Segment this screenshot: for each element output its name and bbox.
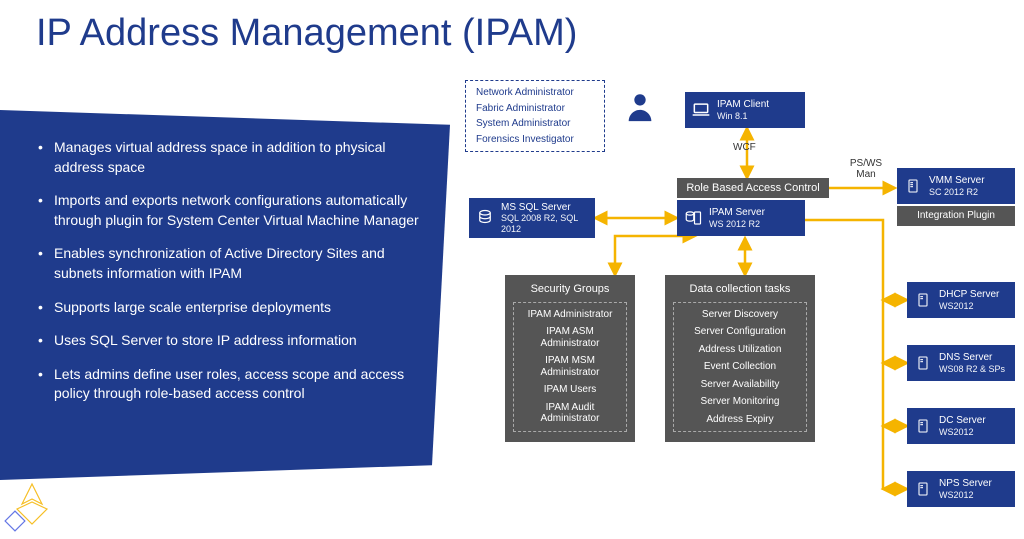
ipam-client-box: IPAM ClientWin 8.1 [685,92,805,128]
server-label: DC ServerWS2012 [939,415,986,437]
bullet-item: Lets admins define user roles, access sc… [38,365,420,404]
data-tasks-list: Server Discovery Server Configuration Ad… [673,302,807,433]
server-label: DNS ServerWS08 R2 & SPs [939,352,1005,374]
laptop-icon [691,100,711,120]
bullet-panel: Manages virtual address space in additio… [0,110,450,480]
bullet-item: Manages virtual address space in additio… [38,138,420,177]
bullet-item: Imports and exports network configuratio… [38,191,420,230]
client-label: IPAM ClientWin 8.1 [717,99,769,121]
dt-item: Server Availability [701,379,780,391]
server-icon [913,416,933,436]
role-item: Forensics Investigator [476,134,574,146]
watermark-logo-icon [2,474,62,534]
server-label: DHCP ServerWS2012 [939,289,999,311]
server-label: NPS ServerWS2012 [939,478,992,500]
role-item: System Administrator [476,118,570,130]
sg-item: IPAM MSM Administrator [522,355,618,378]
security-groups-header: Security Groups [531,283,610,296]
role-item: Fabric Administrator [476,103,565,115]
role-item: Network Administrator [476,87,574,99]
page-title: IP Address Management (IPAM) [0,0,1024,63]
security-groups-list: IPAM Administrator IPAM ASM Administrato… [513,302,627,432]
database-icon [475,208,495,228]
server-db-icon [683,208,703,228]
server-icon [913,290,933,310]
ipam-server-box: IPAM ServerWS 2012 R2 [677,200,805,236]
vmm-server-box: VMM ServerSC 2012 R2 [897,168,1015,204]
dt-item: Server Monitoring [701,396,780,408]
dhcp-server-box: DHCP ServerWS2012 [907,282,1015,318]
bullet-item: Enables synchronization of Active Direct… [38,244,420,283]
sg-item: IPAM Administrator [528,309,613,321]
psws-label: PS/WS Man [843,158,889,180]
dns-server-box: DNS ServerWS08 R2 & SPs [907,345,1015,381]
vmm-label: VMM ServerSC 2012 R2 [929,175,985,197]
sg-item: IPAM Users [544,384,597,396]
security-groups-panel: Security Groups IPAM Administrator IPAM … [505,275,635,442]
sql-label: MS SQL ServerSQL 2008 R2, SQL 2012 [501,202,587,234]
bullet-item: Supports large scale enterprise deployme… [38,298,420,318]
sql-server-box: MS SQL ServerSQL 2008 R2, SQL 2012 [469,198,595,238]
dt-item: Address Utilization [699,344,782,356]
server-icon [913,353,933,373]
data-tasks-panel: Data collection tasks Server Discovery S… [665,275,815,442]
server-icon [903,176,923,196]
bullet-item: Uses SQL Server to store IP address info… [38,331,420,351]
dc-server-box: DC ServerWS2012 [907,408,1015,444]
user-icon [623,90,657,129]
ipam-server-label: IPAM ServerWS 2012 R2 [709,207,765,229]
bullet-list: Manages virtual address space in additio… [38,138,420,404]
dt-item: Server Configuration [694,326,786,338]
admin-roles-box: Network Administrator Fabric Administrat… [465,80,605,152]
dt-item: Address Expiry [706,414,773,426]
integration-plugin-bar: Integration Plugin [897,206,1015,226]
rbac-bar: Role Based Access Control [677,178,829,198]
data-tasks-header: Data collection tasks [690,283,791,296]
architecture-diagram: Network Administrator Fabric Administrat… [465,80,1024,530]
wcf-label: WCF [733,142,756,153]
nps-server-box: NPS ServerWS2012 [907,471,1015,507]
sg-item: IPAM ASM Administrator [522,326,618,349]
server-icon [913,479,933,499]
dt-item: Event Collection [704,361,776,373]
dt-item: Server Discovery [702,309,778,321]
sg-item: IPAM Audit Administrator [522,402,618,425]
